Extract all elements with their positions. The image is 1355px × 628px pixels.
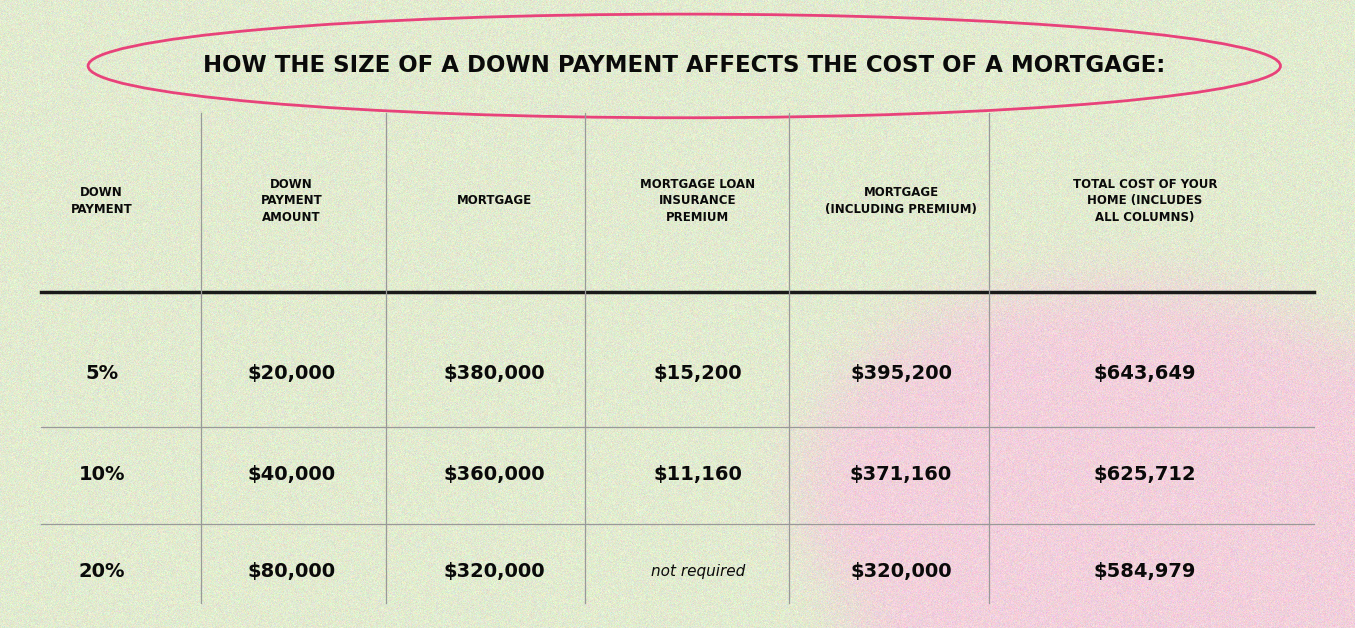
Text: $40,000: $40,000 <box>247 465 336 484</box>
Text: 10%: 10% <box>79 465 125 484</box>
Text: MORTGAGE
(INCLUDING PREMIUM): MORTGAGE (INCLUDING PREMIUM) <box>825 187 977 215</box>
Text: $320,000: $320,000 <box>443 562 545 581</box>
Text: HOW THE SIZE OF A DOWN PAYMENT AFFECTS THE COST OF A MORTGAGE:: HOW THE SIZE OF A DOWN PAYMENT AFFECTS T… <box>203 55 1165 77</box>
Text: TOTAL COST OF YOUR
HOME (INCLUDES
ALL COLUMNS): TOTAL COST OF YOUR HOME (INCLUDES ALL CO… <box>1073 178 1217 224</box>
Text: $320,000: $320,000 <box>851 562 951 581</box>
Text: $380,000: $380,000 <box>443 364 545 383</box>
Text: $584,979: $584,979 <box>1093 562 1196 581</box>
Text: $625,712: $625,712 <box>1093 465 1196 484</box>
Text: DOWN
PAYMENT: DOWN PAYMENT <box>70 187 133 215</box>
Text: $360,000: $360,000 <box>443 465 545 484</box>
Text: 5%: 5% <box>85 364 118 383</box>
Text: $371,160: $371,160 <box>850 465 953 484</box>
Text: MORTGAGE: MORTGAGE <box>457 195 533 207</box>
Text: $80,000: $80,000 <box>247 562 336 581</box>
Text: $15,200: $15,200 <box>653 364 743 383</box>
Text: not required: not required <box>650 564 745 579</box>
Text: DOWN
PAYMENT
AMOUNT: DOWN PAYMENT AMOUNT <box>260 178 322 224</box>
Text: $395,200: $395,200 <box>850 364 953 383</box>
Text: $20,000: $20,000 <box>247 364 336 383</box>
Text: $643,649: $643,649 <box>1093 364 1196 383</box>
Text: MORTGAGE LOAN
INSURANCE
PREMIUM: MORTGAGE LOAN INSURANCE PREMIUM <box>641 178 755 224</box>
Text: 20%: 20% <box>79 562 125 581</box>
Text: $11,160: $11,160 <box>653 465 743 484</box>
